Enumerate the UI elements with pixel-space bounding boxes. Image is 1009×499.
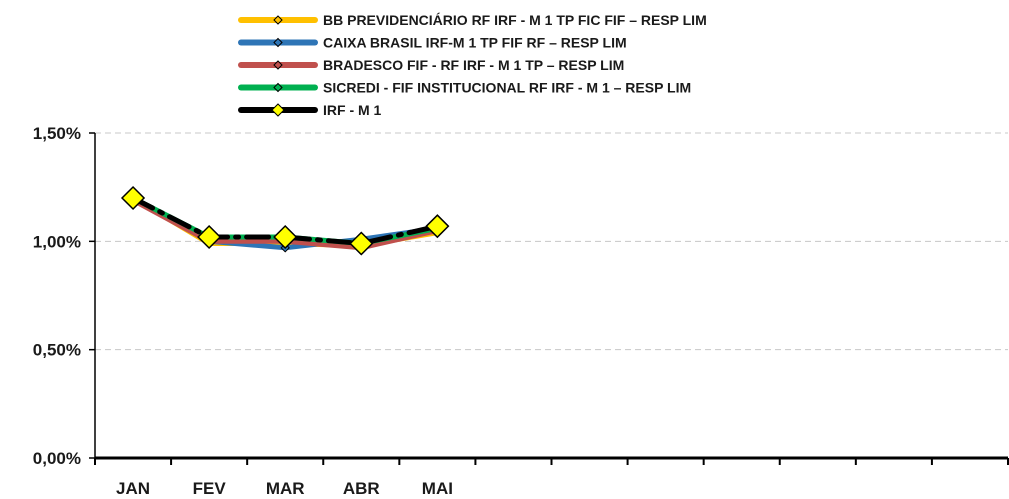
legend-label: IRF - M 1 [323,102,382,118]
x-tick-label: MAI [422,479,453,498]
x-tick-label: ABR [343,479,380,498]
axes: 0,00% 0,50% 1,00% 1,50% JAN FEV MAR ABR MAI [33,124,1009,498]
y-tick-label: 1,00% [33,232,81,251]
legend-marker [273,37,283,48]
x-tick-label: MAR [266,479,305,498]
legend-label: CAIXA BRASIL IRF-M 1 TP FIF RF – RESP LI… [323,35,627,51]
legend-marker [273,15,283,25]
data-point [273,224,298,250]
y-tick-label: 0,50% [33,341,81,360]
legend-label: BB PREVIDENCIÁRIO RF IRF - M 1 TP FIC FI… [323,12,707,28]
legend: BB PREVIDENCIÁRIO RF IRF - M 1 TP FIC FI… [238,12,707,118]
data-point [349,231,374,256]
data-point [120,185,146,211]
legend-label: SICREDI - FIF INSTITUCIONAL RF IRF - M 1… [323,80,691,96]
x-tick-label: JAN [116,479,150,498]
y-tick-label: 1,50% [33,124,81,143]
legend-label: BRADESCO FIF - RF IRF - M 1 TP – RESP LI… [323,57,624,73]
x-tick-label: FEV [193,479,227,498]
y-tick-label: 0,00% [33,449,81,468]
legend-marker [273,82,283,93]
data-point [425,214,450,239]
series-group [120,185,450,256]
legend-marker [271,103,285,117]
legend-marker [273,60,283,70]
data-point [197,224,222,250]
